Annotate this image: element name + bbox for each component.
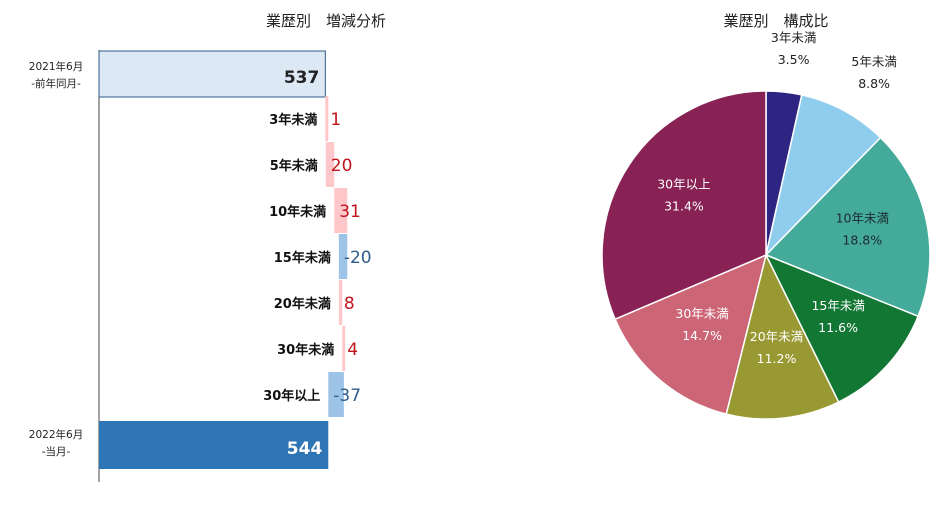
pie-value-6: 14.7% <box>682 328 722 343</box>
bar-end <box>99 421 329 469</box>
pie-label-6: 30年未満 <box>675 306 728 321</box>
pie-slice-5 <box>725 252 840 420</box>
step-value-6: 4 <box>347 340 358 360</box>
pie-value-1: 3.5% <box>778 52 810 67</box>
pie-value-5: 11.2% <box>757 351 797 366</box>
pie-label-5: 20年未満 <box>750 329 803 344</box>
step-label-6: 30年未満 <box>277 342 334 358</box>
pie-value-7: 31.4% <box>664 199 704 214</box>
step-label-3: 10年未満 <box>269 204 326 220</box>
pie-label-3: 10年未満 <box>836 211 889 226</box>
step-label-4: 15年未満 <box>274 250 331 266</box>
step-value-1: 1 <box>330 110 341 130</box>
bar-start-value: 537 <box>284 68 320 88</box>
pie-slice-7 <box>601 90 767 321</box>
step-label-2: 5年未満 <box>270 158 318 174</box>
step-value-7: -37 <box>333 386 361 406</box>
start-label: 2021年6月 <box>29 60 83 73</box>
end-sublabel: -当月- <box>42 445 71 458</box>
pie-value-2: 8.8% <box>858 76 890 91</box>
step-label-5: 20年未満 <box>274 296 331 312</box>
start-sublabel: -前年同月- <box>31 77 81 90</box>
bar-step-2 <box>325 142 335 187</box>
bar-start <box>98 50 326 98</box>
step-value-2: 20 <box>331 156 353 176</box>
pie-label-2: 5年未満 <box>851 54 896 69</box>
step-value-4: -20 <box>344 248 372 268</box>
step-value-5: 8 <box>344 294 355 314</box>
bar-end-value: 544 <box>287 439 323 459</box>
bar-step-4 <box>338 234 348 279</box>
pie-chart: 3年未満 3.5% 5年未満 8.8% 10年未満 18.8% 15年未満 11.6% 20年未… <box>601 30 931 420</box>
end-label: 2022年6月 <box>29 428 83 441</box>
bar-step-1 <box>325 96 329 141</box>
pie-slice-2 <box>764 94 882 258</box>
pie-slice-4 <box>764 253 920 404</box>
pie-label-4: 15年未満 <box>811 298 864 313</box>
step-value-3: 31 <box>339 202 361 222</box>
pie-value-4: 11.6% <box>818 320 858 335</box>
pie-title: 業歴別 構成比 <box>723 12 828 30</box>
bar-step-3 <box>334 188 348 233</box>
pie-label-7: 30年以上 <box>657 177 710 192</box>
bar-step-7 <box>328 372 344 417</box>
pie-slice-6 <box>614 253 768 416</box>
waterfall-title: 業歴別 増減分析 <box>266 12 386 30</box>
pie-value-3: 18.8% <box>842 233 882 248</box>
step-label-7: 30年以上 <box>263 388 320 404</box>
pie-label-1: 3年未満 <box>771 30 816 45</box>
pie-slice-3 <box>764 136 931 318</box>
bar-step-5 <box>338 280 343 325</box>
bar-step-6 <box>342 326 346 371</box>
step-label-1: 3年未満 <box>269 112 317 128</box>
